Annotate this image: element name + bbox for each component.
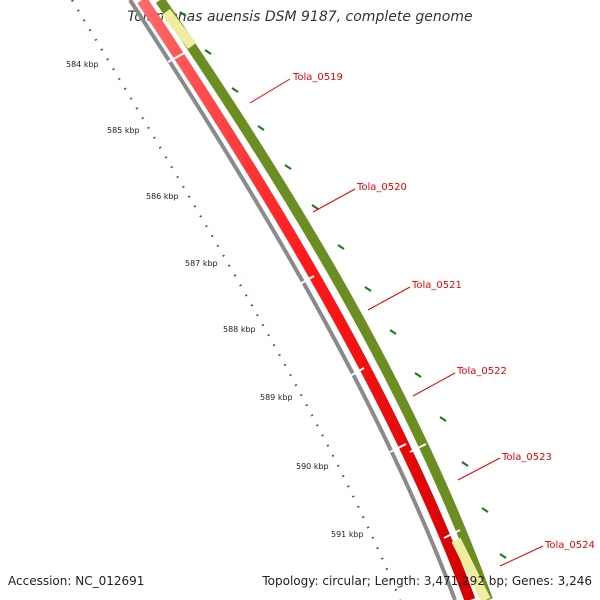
ruler-label: 590 kbp [296, 462, 329, 471]
gene-label[interactable]: Tola_0524 [544, 540, 595, 551]
reverse-strand-track [137, 0, 476, 600]
ruler-label: 585 kbp [107, 126, 140, 135]
ruler-label: 588 kbp [223, 325, 256, 334]
accession-text: Accession: NC_012691 [8, 574, 145, 588]
ruler-label: 584 kbp [66, 60, 99, 69]
ruler-label: 591 kbp [331, 530, 364, 539]
map-title: Tolumonas auensis DSM 9187, complete gen… [127, 9, 473, 25]
light-feature-bottom [451, 537, 491, 600]
gene-leaders [249, 78, 544, 567]
gene-label[interactable]: Tola_0521 [411, 280, 462, 291]
light-feature-top [162, 8, 196, 50]
ruler-label: 589 kbp [260, 393, 293, 402]
gene-label[interactable]: Tola_0523 [501, 452, 552, 463]
gene-label[interactable]: Tola_0522 [456, 366, 507, 377]
forward-strand-track [155, 0, 493, 600]
outer-ticks [179, 11, 507, 559]
genome-summary: Topology: circular; Length: 3,471,292 bp… [262, 574, 592, 588]
ruler-label: 587 kbp [185, 259, 218, 268]
gene-label[interactable]: Tola_0519 [292, 72, 343, 83]
genome-backbone [128, 0, 457, 600]
gene-boundaries [167, 51, 461, 539]
ruler-label: 586 kbp [146, 192, 179, 201]
gene-label[interactable]: Tola_0520 [356, 182, 407, 193]
